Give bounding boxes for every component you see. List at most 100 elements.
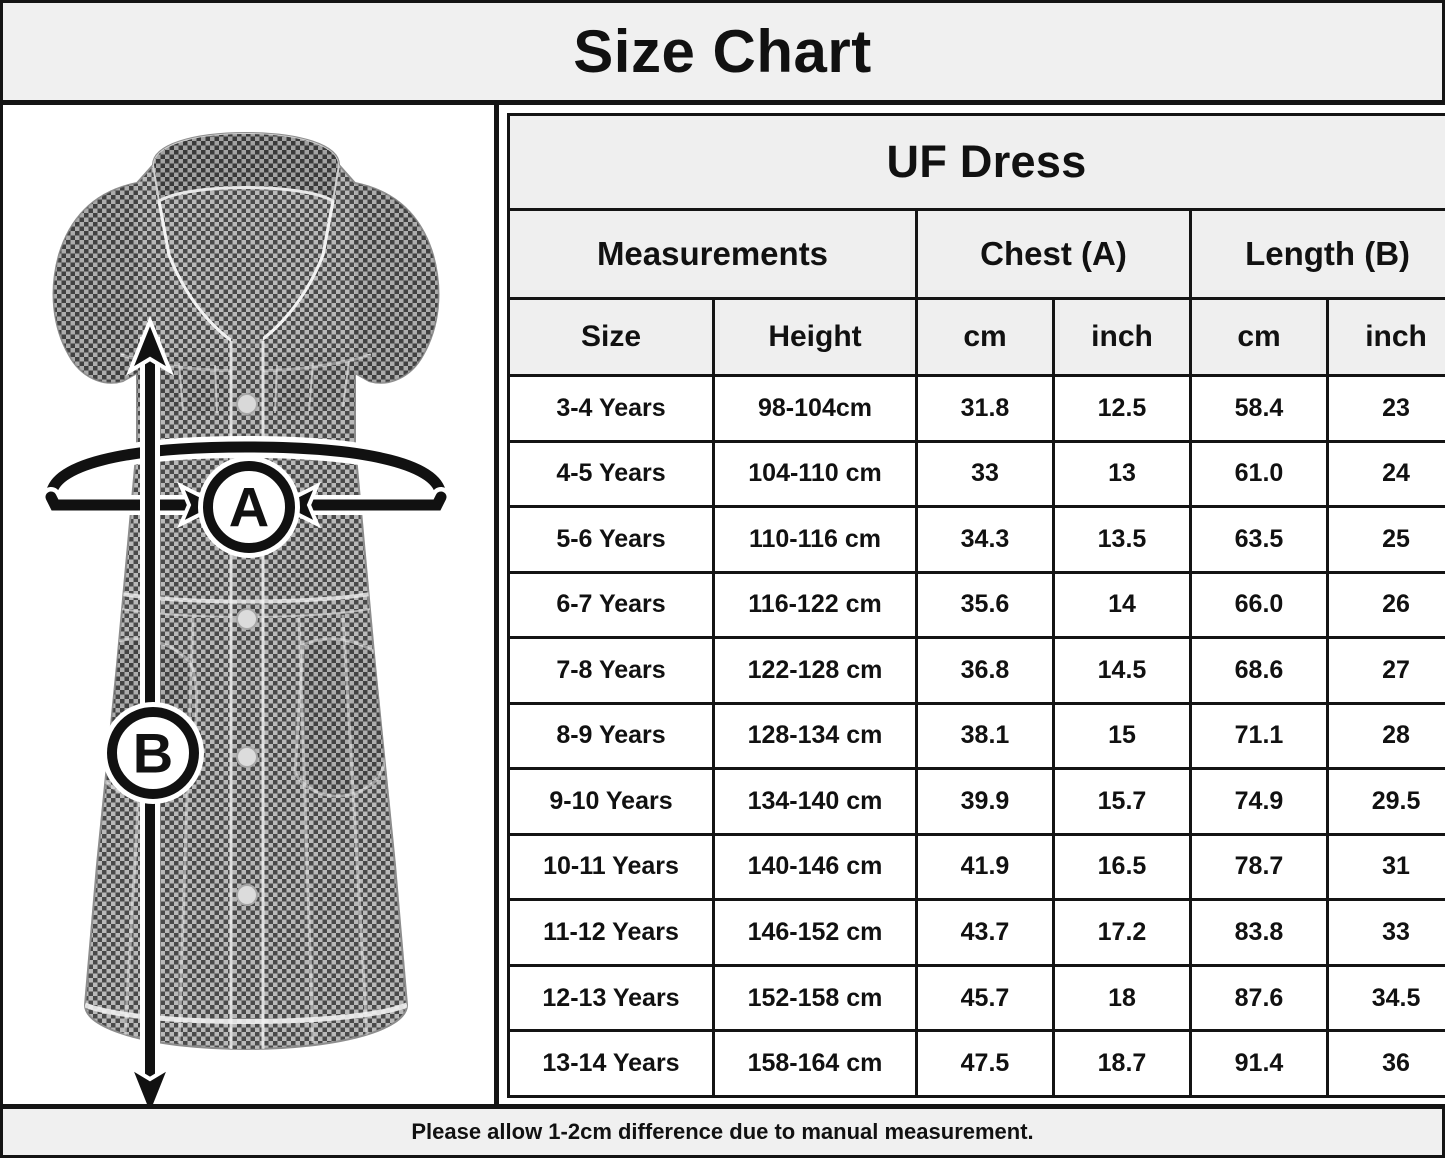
cell-size: 6-7 Years: [507, 570, 715, 640]
chest-marker-label: A: [229, 476, 269, 539]
dress-illustration: A B: [3, 105, 494, 1104]
cell-length-inch: 23: [1325, 374, 1445, 443]
table-row: 12-13 Years 152-158 cm 45.7 18 87.6 34.5: [507, 963, 1445, 1033]
cell-chest-inch: 13: [1052, 439, 1192, 509]
dress-figure-svg: A B: [40, 131, 452, 1104]
table-row: 9-10 Years 134-140 cm 39.9 15.7 74.9 29.…: [507, 767, 1445, 836]
column-header-length-cm: cm: [1189, 297, 1329, 377]
table-row: 13-14 Years 158-164 cm 47.5 18.7 91.4 36: [507, 1029, 1445, 1098]
footer-note-bar: Please allow 1-2cm difference due to man…: [3, 1104, 1442, 1155]
cell-length-inch: 25: [1325, 505, 1445, 574]
dress-buttons: [236, 393, 258, 906]
cell-size: 3-4 Years: [507, 374, 715, 443]
cell-chest-cm: 38.1: [915, 701, 1055, 771]
cell-length-cm: 78.7: [1189, 832, 1329, 902]
table-row: 11-12 Years 146-152 cm 43.7 17.2 83.8 33: [507, 898, 1445, 967]
cell-height: 116-122 cm: [712, 570, 918, 640]
cell-length-cm: 63.5: [1189, 505, 1329, 574]
cell-chest-inch: 14.5: [1052, 636, 1192, 705]
column-header-size: Size: [507, 297, 715, 377]
cell-length-inch: 26: [1325, 570, 1445, 640]
cell-chest-cm: 45.7: [915, 963, 1055, 1033]
cell-size: 4-5 Years: [507, 439, 715, 509]
cell-height: 98-104cm: [712, 374, 918, 443]
measurement-disclaimer: Please allow 1-2cm difference due to man…: [411, 1119, 1034, 1144]
column-header-height: Height: [712, 297, 918, 377]
cell-height: 104-110 cm: [712, 439, 918, 509]
page-title-bar: Size Chart: [3, 3, 1442, 105]
length-marker-b: B: [102, 702, 204, 804]
cell-length-inch: 27: [1325, 636, 1445, 705]
cell-height: 128-134 cm: [712, 701, 918, 771]
column-header-chest-inch: inch: [1052, 297, 1192, 377]
cell-height: 158-164 cm: [712, 1029, 918, 1098]
cell-length-inch: 31: [1325, 832, 1445, 902]
cell-chest-inch: 18.7: [1052, 1029, 1192, 1098]
column-header-chest-cm: cm: [915, 297, 1055, 377]
chest-marker-a: A: [198, 456, 300, 558]
cell-length-cm: 74.9: [1189, 767, 1329, 836]
content-area: A B: [3, 105, 1445, 1104]
table-row: 8-9 Years 128-134 cm 38.1 15 71.1 28: [507, 701, 1445, 771]
cell-chest-inch: 15: [1052, 701, 1192, 771]
table-row: 10-11 Years 140-146 cm 41.9 16.5 78.7 31: [507, 832, 1445, 902]
cell-chest-cm: 41.9: [915, 832, 1055, 902]
column-header-row: Size Height cm inch cm inch: [507, 297, 1445, 377]
cell-chest-cm: 33: [915, 439, 1055, 509]
cell-length-cm: 83.8: [1189, 898, 1329, 967]
cell-length-cm: 61.0: [1189, 439, 1329, 509]
cell-length-inch: 33: [1325, 898, 1445, 967]
cell-chest-inch: 18: [1052, 963, 1192, 1033]
dress-body: [52, 131, 440, 1051]
cell-chest-cm: 36.8: [915, 636, 1055, 705]
cell-length-cm: 66.0: [1189, 570, 1329, 640]
cell-size: 8-9 Years: [507, 701, 715, 771]
cell-length-cm: 91.4: [1189, 1029, 1329, 1098]
cell-size: 5-6 Years: [507, 505, 715, 574]
cell-length-inch: 28: [1325, 701, 1445, 771]
length-marker-label: B: [133, 722, 173, 785]
page-title: Size Chart: [573, 17, 872, 85]
cell-size: 12-13 Years: [507, 963, 715, 1033]
group-header-row: Measurements Chest (A) Length (B): [507, 208, 1445, 300]
table-row: 3-4 Years 98-104cm 31.8 12.5 58.4 23: [507, 374, 1445, 443]
cell-chest-inch: 16.5: [1052, 832, 1192, 902]
cell-chest-cm: 35.6: [915, 570, 1055, 640]
cell-length-cm: 58.4: [1189, 374, 1329, 443]
cell-chest-cm: 31.8: [915, 374, 1055, 443]
size-table-panel: UF Dress Measurements Chest (A) Length (…: [499, 105, 1445, 1104]
cell-height: 146-152 cm: [712, 898, 918, 967]
cell-height: 152-158 cm: [712, 963, 918, 1033]
dress-illustration-panel: A B: [3, 105, 499, 1104]
size-table: UF Dress Measurements Chest (A) Length (…: [506, 113, 1445, 1098]
cell-height: 140-146 cm: [712, 832, 918, 902]
table-row: 6-7 Years 116-122 cm 35.6 14 66.0 26: [507, 570, 1445, 640]
cell-chest-inch: 12.5: [1052, 374, 1192, 443]
cell-length-cm: 87.6: [1189, 963, 1329, 1033]
cell-chest-cm: 39.9: [915, 767, 1055, 836]
table-row: 5-6 Years 110-116 cm 34.3 13.5 63.5 25: [507, 505, 1445, 574]
cell-length-inch: 29.5: [1325, 767, 1445, 836]
cell-length-cm: 68.6: [1189, 636, 1329, 705]
cell-chest-cm: 43.7: [915, 898, 1055, 967]
cell-size: 7-8 Years: [507, 636, 715, 705]
cell-length-cm: 71.1: [1189, 701, 1329, 771]
cell-chest-inch: 14: [1052, 570, 1192, 640]
cell-size: 11-12 Years: [507, 898, 715, 967]
cell-length-inch: 24: [1325, 439, 1445, 509]
cell-chest-inch: 17.2: [1052, 898, 1192, 967]
cell-length-inch: 34.5: [1325, 963, 1445, 1033]
table-row: 4-5 Years 104-110 cm 33 13 61.0 24: [507, 439, 1445, 509]
cell-length-inch: 36: [1325, 1029, 1445, 1098]
group-header-measurements: Measurements: [507, 208, 918, 300]
cell-size: 13-14 Years: [507, 1029, 715, 1098]
cell-size: 9-10 Years: [507, 767, 715, 836]
cell-height: 110-116 cm: [712, 505, 918, 574]
column-header-length-inch: inch: [1325, 297, 1445, 377]
cell-size: 10-11 Years: [507, 832, 715, 902]
cell-chest-inch: 15.7: [1052, 767, 1192, 836]
table-row: 7-8 Years 122-128 cm 36.8 14.5 68.6 27: [507, 636, 1445, 705]
group-header-length: Length (B): [1188, 208, 1445, 300]
group-header-chest: Chest (A): [915, 208, 1192, 300]
